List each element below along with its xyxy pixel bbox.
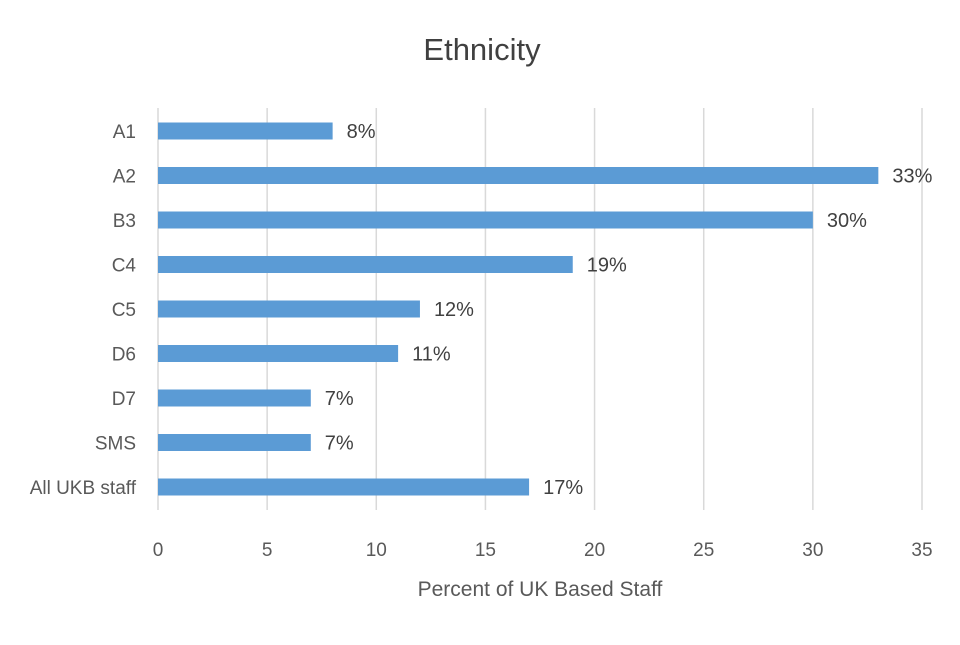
category-label: A1 [113,122,136,143]
category-label: D7 [112,389,136,410]
category-label: C5 [112,300,136,321]
data-label: 33% [892,166,932,188]
bar [158,122,333,140]
x-tick-label: 5 [262,540,273,561]
x-tick-label: 10 [366,540,387,561]
bar [158,478,530,496]
bar [158,434,311,451]
bar [158,211,813,229]
x-tick-label: 0 [153,540,164,561]
x-axis-title: Percent of UK Based Staff [418,578,663,601]
category-label: A2 [113,167,136,188]
bar [158,167,879,184]
x-tick-label: 20 [584,540,605,561]
data-label: 8% [347,121,376,143]
data-label: 11% [412,344,451,366]
category-label: D6 [112,345,136,366]
x-tick-labels: 0 5 10 15 20 25 30 35 [153,540,933,561]
bar [158,300,420,318]
data-labels: 8% 33% 30% 19% 12% 11% 7% 7% 17% [325,121,933,499]
bar [158,389,311,407]
data-label: 7% [325,388,354,410]
chart-title: Ethnicity [423,32,541,67]
bars [158,122,879,496]
data-label: 12% [434,299,474,321]
data-label: 7% [325,433,354,455]
category-label: All UKB staff [30,478,137,499]
bar [158,256,573,273]
data-label: 19% [587,255,627,277]
category-label: B3 [113,211,136,232]
category-label: SMS [95,434,136,455]
category-label: C4 [112,256,137,277]
data-label: 30% [827,210,867,232]
category-labels: A1 A2 B3 C4 C5 D6 D7 SMS All UKB staff [30,122,137,499]
bar [158,345,399,362]
x-tick-label: 30 [802,540,823,561]
x-tick-label: 15 [475,540,496,561]
x-tick-label: 25 [693,540,714,561]
data-label: 17% [543,477,583,499]
x-tick-label: 35 [911,540,932,561]
